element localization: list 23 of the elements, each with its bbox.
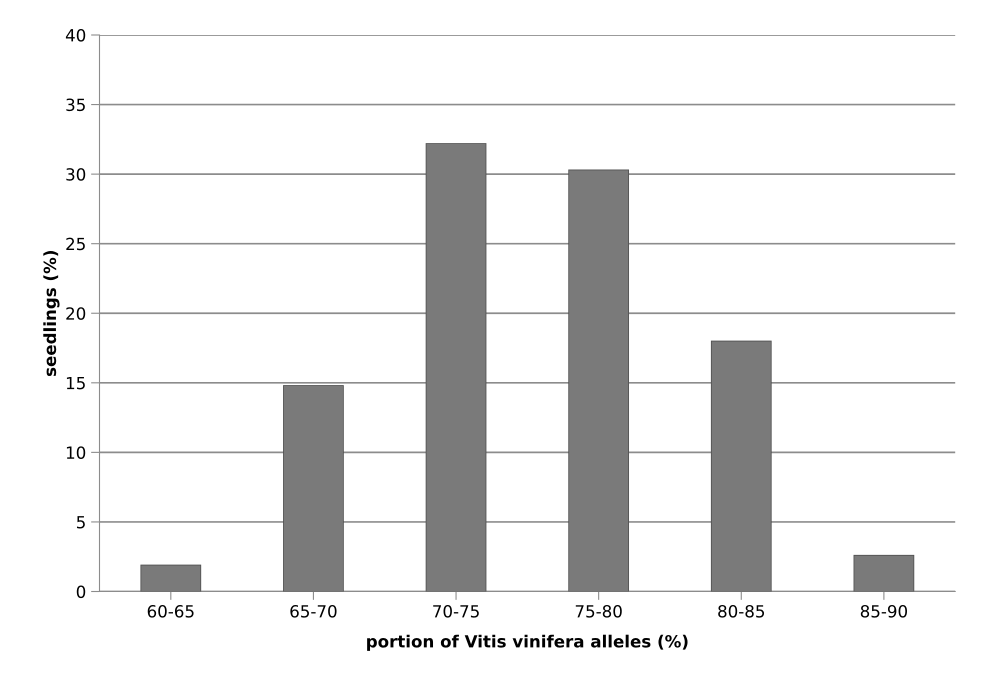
x-axis-title: portion of Vitis vinifera alleles (%) — [367, 634, 688, 651]
y-tick-label: 15 — [66, 376, 85, 390]
x-tick-label: 80-85 — [718, 604, 764, 618]
x-tick-label: 85-90 — [860, 604, 907, 618]
y-tick-label: 0 — [76, 585, 86, 598]
x-tick-label: 60-65 — [148, 604, 194, 618]
y-tick-label: 40 — [66, 28, 86, 42]
y-axis-title: seedlings (%) — [43, 251, 60, 376]
x-tick-label: 70-75 — [433, 604, 479, 618]
x-tick-label: 75-80 — [576, 604, 622, 618]
y-tick-label: 5 — [76, 516, 85, 529]
x-tick-label: 65-70 — [290, 604, 337, 618]
bar — [854, 554, 914, 592]
bar — [283, 385, 344, 592]
y-tick-label: 20 — [66, 307, 86, 320]
bar — [426, 143, 486, 592]
y-tick-label: 30 — [66, 168, 86, 181]
y-tick-label: 10 — [66, 446, 86, 459]
y-tick-label: 25 — [66, 238, 85, 250]
y-tick-label: 35 — [66, 98, 85, 112]
bar — [568, 170, 630, 592]
bar — [140, 564, 202, 592]
bar — [710, 340, 772, 592]
